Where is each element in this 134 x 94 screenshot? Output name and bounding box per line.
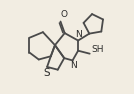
Text: S: S — [44, 68, 50, 78]
Text: O: O — [60, 11, 67, 19]
Text: N: N — [75, 30, 82, 39]
Text: SH: SH — [91, 45, 104, 54]
Text: N: N — [70, 61, 76, 70]
